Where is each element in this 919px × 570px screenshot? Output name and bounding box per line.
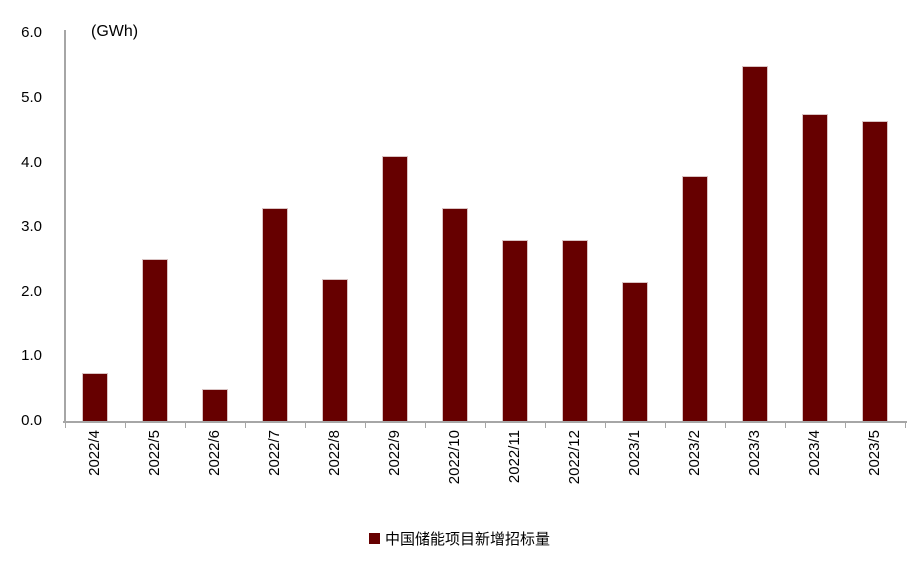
x-axis-tick-mark <box>245 423 246 428</box>
x-axis-tick-label: 2023/1 <box>626 430 643 476</box>
y-axis-tick-label: 2.0 <box>21 282 42 300</box>
bar-2022/9 <box>382 156 408 421</box>
x-axis-tick-label: 2022/11 <box>506 430 523 484</box>
x-axis-tick-mark <box>65 423 66 428</box>
bar-2022/4 <box>82 373 108 421</box>
x-axis-tick-label: 2022/9 <box>386 430 403 476</box>
y-axis-tick-label: 3.0 <box>21 218 42 236</box>
x-axis-tick-label: 2023/4 <box>806 430 823 476</box>
x-axis-tick-label: 2022/10 <box>446 430 463 485</box>
bar-2022/11 <box>502 240 528 421</box>
x-axis-tick-mark <box>785 423 786 428</box>
bar-2022/8 <box>322 279 348 421</box>
y-axis-tick-label: 5.0 <box>21 89 42 106</box>
bar-2022/6 <box>202 389 228 421</box>
x-axis-tick-label: 2022/6 <box>206 430 223 476</box>
bar-2023/1 <box>622 282 648 421</box>
y-axis-unit-label: (GWh) <box>91 23 139 40</box>
x-axis-tick-mark <box>365 423 366 428</box>
y-axis-line <box>64 30 66 423</box>
x-axis-tick-mark <box>845 423 846 428</box>
y-axis-tick-label: 4.0 <box>21 153 42 171</box>
y-axis-tick-label: 0.0 <box>21 412 42 429</box>
legend-label: 中国储能项目新增招标量 <box>384 531 550 548</box>
bar-2023/2 <box>682 176 708 421</box>
x-axis-tick-mark <box>905 423 906 428</box>
x-axis-tick-label: 2022/8 <box>326 430 343 476</box>
bar-2022/7 <box>262 208 288 421</box>
x-axis-tick-mark <box>545 423 546 428</box>
x-axis-tick-label: 2023/2 <box>686 430 703 476</box>
legend: 中国储能项目新增招标量 <box>0 528 919 549</box>
x-axis-tick-mark <box>125 423 126 428</box>
x-axis-tick-mark <box>305 423 306 428</box>
bar-2023/5 <box>862 121 888 421</box>
bar-2022/10 <box>442 208 468 421</box>
bar-2022/12 <box>562 240 588 421</box>
x-axis-tick-label: 2023/3 <box>746 430 763 476</box>
x-axis-tick-mark <box>425 423 426 428</box>
bar-2022/5 <box>142 259 168 421</box>
x-axis-tick-label: 2022/5 <box>146 430 163 476</box>
legend-marker <box>368 533 380 544</box>
y-axis-tick-label: 6.0 <box>21 24 42 42</box>
y-axis-tick-label: 1.0 <box>21 347 42 365</box>
bar-2023/3 <box>742 66 768 421</box>
x-axis-tick-label: 2022/12 <box>566 430 583 485</box>
x-axis-tick-label: 2022/4 <box>86 430 103 476</box>
x-axis-tick-mark <box>605 423 606 428</box>
x-axis-tick-mark <box>725 423 726 428</box>
x-axis-tick-label: 2022/7 <box>266 430 283 476</box>
x-axis-tick-mark <box>185 423 186 428</box>
bar-2023/4 <box>802 114 828 421</box>
x-axis-line <box>63 421 907 423</box>
x-axis-tick-mark <box>665 423 666 428</box>
x-axis-tick-label: 2023/5 <box>866 430 883 476</box>
x-axis-tick-mark <box>485 423 486 428</box>
